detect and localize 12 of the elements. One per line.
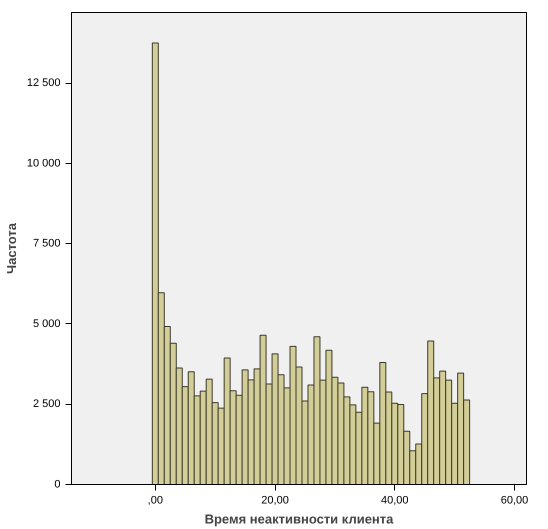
x-tick-label: 20,00 — [261, 494, 289, 506]
y-tick-label: 5 000 — [32, 318, 61, 330]
x-tick-label: 60,00 — [500, 494, 528, 506]
x-tick-label: ,00 — [148, 494, 163, 506]
x-tick-label: 40,00 — [381, 494, 409, 506]
x-axis-title: Время неактивности клиента — [204, 512, 394, 526]
y-tick-label: 7 500 — [32, 238, 61, 250]
y-tick-label: 12 500 — [26, 77, 61, 90]
y-axis-title: Частота — [4, 222, 19, 274]
y-tick-label: 10 000 — [26, 157, 61, 170]
y-tick-label: 0 — [54, 478, 61, 490]
y-tick-label: 2 500 — [32, 398, 61, 410]
